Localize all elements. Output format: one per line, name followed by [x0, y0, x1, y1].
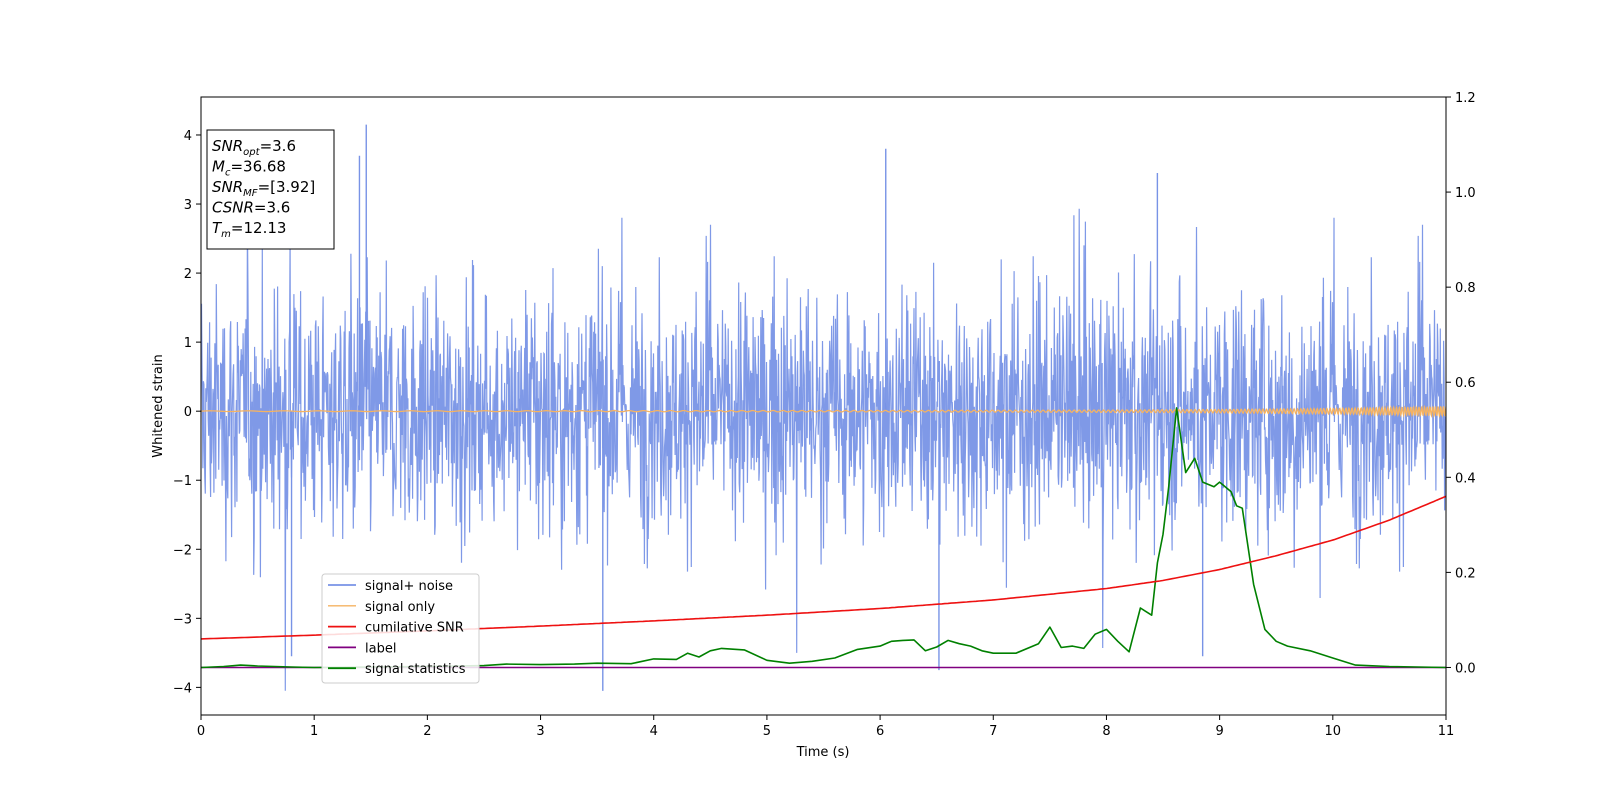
x-tick-label: 10 [1325, 724, 1342, 739]
info-row: Tm=12.13 [212, 219, 286, 240]
series-signal-only [201, 404, 1446, 419]
y-left-tick-label: 3 [184, 198, 192, 213]
series-signal-statistics [201, 407, 1446, 669]
y-right-tick-label: 1.2 [1455, 91, 1476, 106]
x-tick-label: 3 [536, 724, 544, 739]
x-axis: 0 1 2 3 4 5 6 7 8 9 10 11 [197, 715, 1454, 739]
x-tick-label: 9 [1215, 724, 1223, 739]
y-right-tick-label: 0.6 [1455, 376, 1476, 391]
y-left-tick-label: 1 [184, 336, 192, 351]
info-row: Mc=36.68 [212, 158, 286, 179]
axes-frame [200, 96, 1447, 716]
y-axis-label: Whitened strain [151, 354, 166, 457]
y-right-tick-label: 0.8 [1455, 281, 1476, 296]
x-tick-label: 8 [1102, 724, 1110, 739]
x-axis-label: Time (s) [796, 745, 850, 760]
x-tick-label: 0 [197, 724, 205, 739]
x-tick-label: 6 [876, 724, 884, 739]
x-tick-label: 5 [763, 724, 771, 739]
y-left-tick-label: −3 [173, 612, 192, 627]
x-tick-label: 11 [1438, 724, 1455, 739]
y-axis-right: 0.0 0.2 0.4 0.6 0.8 1.0 1.2 [1446, 91, 1476, 676]
series-signal-plus-noise [201, 208, 1446, 691]
y-left-tick-label: 0 [184, 405, 192, 420]
y-left-tick-label: −4 [173, 681, 192, 696]
y-right-tick-label: 1.0 [1455, 186, 1476, 201]
y-left-tick-label: −1 [173, 474, 192, 489]
x-tick-label: 7 [989, 724, 997, 739]
legend-label: label [365, 641, 396, 656]
y-right-tick-label: 0.0 [1455, 661, 1476, 676]
legend-label: signal+ noise [365, 579, 453, 594]
y-right-tick-label: 0.4 [1455, 471, 1476, 486]
y-axis-left: 4 3 2 1 0 −1 −2 −3 −4 [173, 129, 201, 696]
legend-frame [321, 573, 480, 684]
y-right-tick-label: 0.2 [1455, 566, 1476, 581]
y-left-tick-label: 4 [184, 129, 192, 144]
y-left-tick-label: −2 [173, 543, 192, 558]
info-row: SNRopt=3.6 [212, 137, 296, 158]
info-row: CSNR=3.6 [212, 199, 290, 217]
legend: signal+ noise signal only cumilative SNR la… [321, 573, 480, 684]
x-tick-label: 1 [310, 724, 318, 739]
info-box-frame [206, 129, 335, 250]
y-left-tick-label: 2 [184, 267, 192, 282]
legend-label: signal only [365, 600, 435, 615]
legend-label: cumilative SNR [365, 621, 464, 636]
legend-label: signal statistics [365, 662, 466, 677]
x-tick-label: 2 [423, 724, 431, 739]
info-row: SNRMF=[3.92] [212, 178, 315, 199]
x-tick-label: 4 [650, 724, 658, 739]
